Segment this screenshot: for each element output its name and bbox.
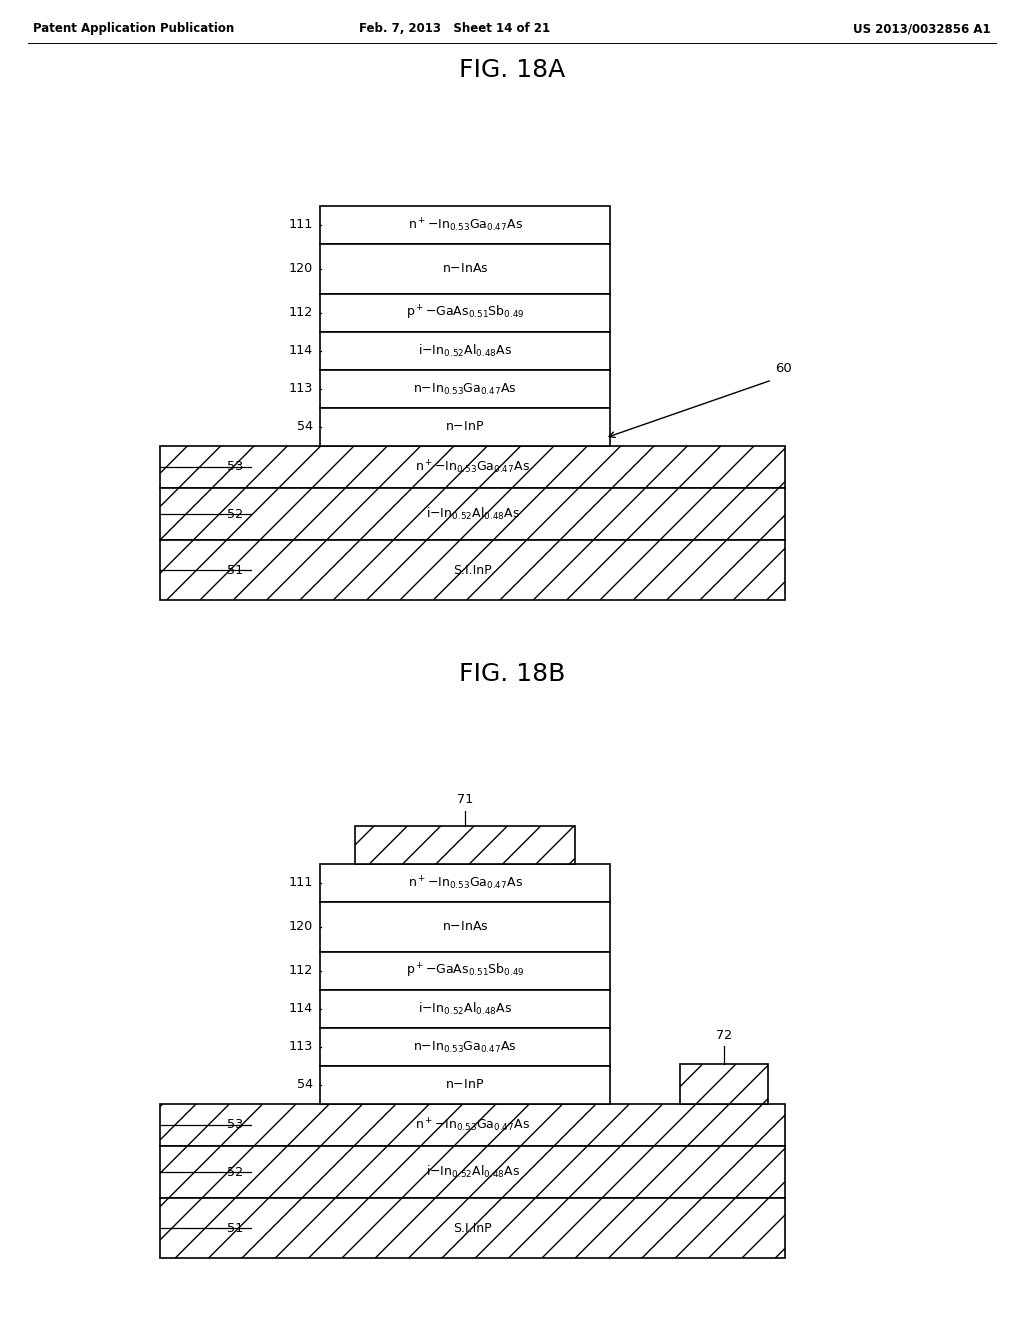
Text: Patent Application Publication: Patent Application Publication bbox=[33, 22, 234, 36]
Text: 54: 54 bbox=[297, 1078, 313, 1092]
Text: n$^+$$-$In$_{0.53}$Ga$_{0.47}$As: n$^+$$-$In$_{0.53}$Ga$_{0.47}$As bbox=[408, 216, 522, 234]
Text: n$-$InAs: n$-$InAs bbox=[441, 920, 488, 933]
Text: 51: 51 bbox=[226, 1221, 243, 1234]
Text: 120: 120 bbox=[289, 920, 313, 933]
Bar bbox=[160, 540, 785, 601]
Bar bbox=[319, 333, 610, 370]
Text: S.I.InP: S.I.InP bbox=[454, 564, 492, 577]
Text: FIG. 18A: FIG. 18A bbox=[459, 58, 565, 82]
Bar bbox=[319, 294, 610, 333]
Bar bbox=[160, 488, 785, 540]
Bar bbox=[319, 370, 610, 408]
Text: S.I.InP: S.I.InP bbox=[454, 1221, 492, 1234]
Text: 52: 52 bbox=[227, 1166, 243, 1179]
Text: i$-$In$_{0.52}$Al$_{0.48}$As: i$-$In$_{0.52}$Al$_{0.48}$As bbox=[418, 1001, 512, 1016]
Text: n$^+$$-$In$_{0.53}$Ga$_{0.47}$As: n$^+$$-$In$_{0.53}$Ga$_{0.47}$As bbox=[415, 458, 530, 475]
Bar bbox=[160, 1104, 785, 1146]
Bar bbox=[355, 826, 575, 865]
Bar bbox=[319, 990, 610, 1028]
Bar bbox=[680, 1064, 768, 1104]
Text: n$-$InAs: n$-$InAs bbox=[441, 263, 488, 276]
Text: n$-$In$_{0.53}$Ga$_{0.47}$As: n$-$In$_{0.53}$Ga$_{0.47}$As bbox=[413, 381, 517, 396]
Text: 113: 113 bbox=[289, 1040, 313, 1053]
Text: p$^+$$-$GaAs$_{0.51}$Sb$_{0.49}$: p$^+$$-$GaAs$_{0.51}$Sb$_{0.49}$ bbox=[406, 304, 524, 322]
Text: n$^+$$-$In$_{0.53}$Ga$_{0.47}$As: n$^+$$-$In$_{0.53}$Ga$_{0.47}$As bbox=[415, 1117, 530, 1134]
Bar bbox=[319, 1067, 610, 1104]
Text: p$^+$$-$GaAs$_{0.51}$Sb$_{0.49}$: p$^+$$-$GaAs$_{0.51}$Sb$_{0.49}$ bbox=[406, 962, 524, 981]
Bar bbox=[319, 408, 610, 446]
Text: 53: 53 bbox=[226, 1118, 243, 1131]
Text: 111: 111 bbox=[289, 219, 313, 231]
Text: 112: 112 bbox=[289, 306, 313, 319]
Text: n$^+$$-$In$_{0.53}$Ga$_{0.47}$As: n$^+$$-$In$_{0.53}$Ga$_{0.47}$As bbox=[408, 874, 522, 892]
Text: 54: 54 bbox=[297, 421, 313, 433]
Text: FIG. 18B: FIG. 18B bbox=[459, 663, 565, 686]
Text: i$-$In$_{0.52}$Al$_{0.48}$As: i$-$In$_{0.52}$Al$_{0.48}$As bbox=[426, 506, 519, 521]
Bar bbox=[319, 244, 610, 294]
Text: i$-$In$_{0.52}$Al$_{0.48}$As: i$-$In$_{0.52}$Al$_{0.48}$As bbox=[418, 343, 512, 359]
Bar bbox=[160, 1146, 785, 1199]
Bar bbox=[160, 1199, 785, 1258]
Text: 114: 114 bbox=[289, 345, 313, 358]
Text: 113: 113 bbox=[289, 383, 313, 396]
Text: i$-$In$_{0.52}$Al$_{0.48}$As: i$-$In$_{0.52}$Al$_{0.48}$As bbox=[426, 1164, 519, 1180]
Bar bbox=[160, 446, 785, 488]
Text: n$-$InP: n$-$InP bbox=[445, 421, 484, 433]
Text: 112: 112 bbox=[289, 965, 313, 978]
Text: 114: 114 bbox=[289, 1002, 313, 1015]
Text: 53: 53 bbox=[226, 461, 243, 474]
Text: 71: 71 bbox=[457, 793, 473, 807]
Text: 51: 51 bbox=[226, 564, 243, 577]
Bar bbox=[319, 206, 610, 244]
Text: n$-$InP: n$-$InP bbox=[445, 1078, 484, 1092]
Text: 72: 72 bbox=[716, 1030, 732, 1041]
Bar bbox=[319, 865, 610, 902]
Text: 60: 60 bbox=[775, 362, 792, 375]
Bar bbox=[319, 902, 610, 952]
Text: 111: 111 bbox=[289, 876, 313, 890]
Text: Feb. 7, 2013   Sheet 14 of 21: Feb. 7, 2013 Sheet 14 of 21 bbox=[359, 22, 551, 36]
Text: 120: 120 bbox=[289, 263, 313, 276]
Text: n$-$In$_{0.53}$Ga$_{0.47}$As: n$-$In$_{0.53}$Ga$_{0.47}$As bbox=[413, 1039, 517, 1055]
Bar bbox=[319, 952, 610, 990]
Bar bbox=[319, 1028, 610, 1067]
Text: 52: 52 bbox=[227, 507, 243, 520]
Text: US 2013/0032856 A1: US 2013/0032856 A1 bbox=[853, 22, 991, 36]
